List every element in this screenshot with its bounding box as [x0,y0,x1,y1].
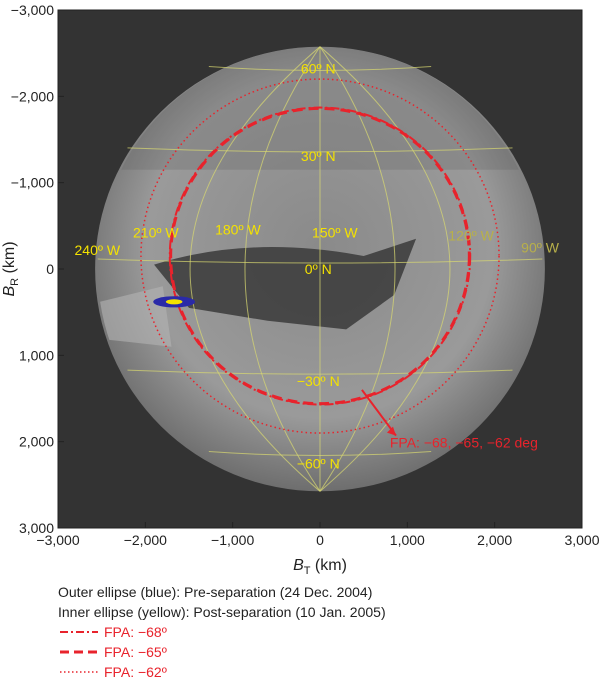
dashdot-line-icon [60,631,98,633]
legend-fpa-62: FPA: −62º [58,662,386,682]
fpa-annotation: FPA: −68, −65, −62 deg [390,435,538,451]
legend-outer-ellipse: Outer ellipse (blue): Pre-separation (24… [58,584,373,600]
x-tick-label: −2,000 [124,532,167,548]
axes: −3,000 −3,000 −2,000 −2,000 −1,000 −1,000 0 0 1,… [1,2,600,577]
longitude-label: 240º W [75,242,121,258]
legend-fpa-68: FPA: −68º [58,622,386,642]
y-tick-label: 1,000 [19,347,54,363]
chart: 60º N 30º N 0º N −30º N −60º N 240º W 210º W 18… [1,2,600,577]
dark-terrain [154,238,417,330]
latitude-label: −60º N [297,455,340,471]
longitude-line [189,46,321,492]
inner-ellipse [165,299,183,305]
y-tick-label: −1,000 [11,175,54,191]
longitude-label: 210º W [133,225,179,241]
legend: Outer ellipse (blue): Pre-separation (24… [58,582,386,682]
x-axis-label: BT (km) [293,557,347,577]
x-tick-label: 0 [316,532,324,548]
dotted-line-icon [60,671,98,673]
x-tick-label: 3,000 [564,532,599,548]
x-tick-label: −1,000 [211,532,254,548]
dashed-line-icon [60,650,98,654]
x-tick-label: 2,000 [477,532,512,548]
y-tick-label: 2,000 [19,434,54,450]
longitude-label: 120º W [448,227,494,243]
y-tick-label: 3,000 [19,520,54,536]
y-tick-label: −2,000 [11,88,54,104]
longitude-label: 90º W [521,239,560,255]
latitude-label: 60º N [301,61,336,77]
legend-inner-ellipse: Inner ellipse (yellow): Post-separation … [58,604,386,620]
longitude-label: 150º W [312,225,358,241]
fpa-circle-dashed [169,106,471,406]
y-tick-label: 0 [46,261,54,277]
longitude-label: 180º W [215,221,261,237]
legend-fpa-68-label: FPA: −68º [104,624,167,640]
legend-fpa-65-label: FPA: −65º [104,644,167,660]
fpa-arrow [361,389,397,437]
longitude-line [319,46,451,492]
fpa-arrowhead [386,426,396,436]
latitude-label: 0º N [305,261,332,277]
y-tick-label: −3,000 [11,2,54,18]
dispersion-ellipses [153,296,196,308]
bright-terrain [97,286,172,347]
x-tick-label: −3,000 [36,532,79,548]
y-axis-label: BR (km) [1,241,21,296]
fpa-circles [140,78,500,437]
legend-fpa-65: FPA: −65º [58,642,386,662]
fpa-circle-dotted [140,78,500,434]
latitude-label: −30º N [297,373,340,389]
legend-fpa-62-label: FPA: −62º [104,664,167,680]
latitude-label: 30º N [301,148,336,164]
grid-labels: 60º N 30º N 0º N −30º N −60º N 240º W 210º W 18… [75,61,560,472]
x-tick-label: 1,000 [390,532,425,548]
